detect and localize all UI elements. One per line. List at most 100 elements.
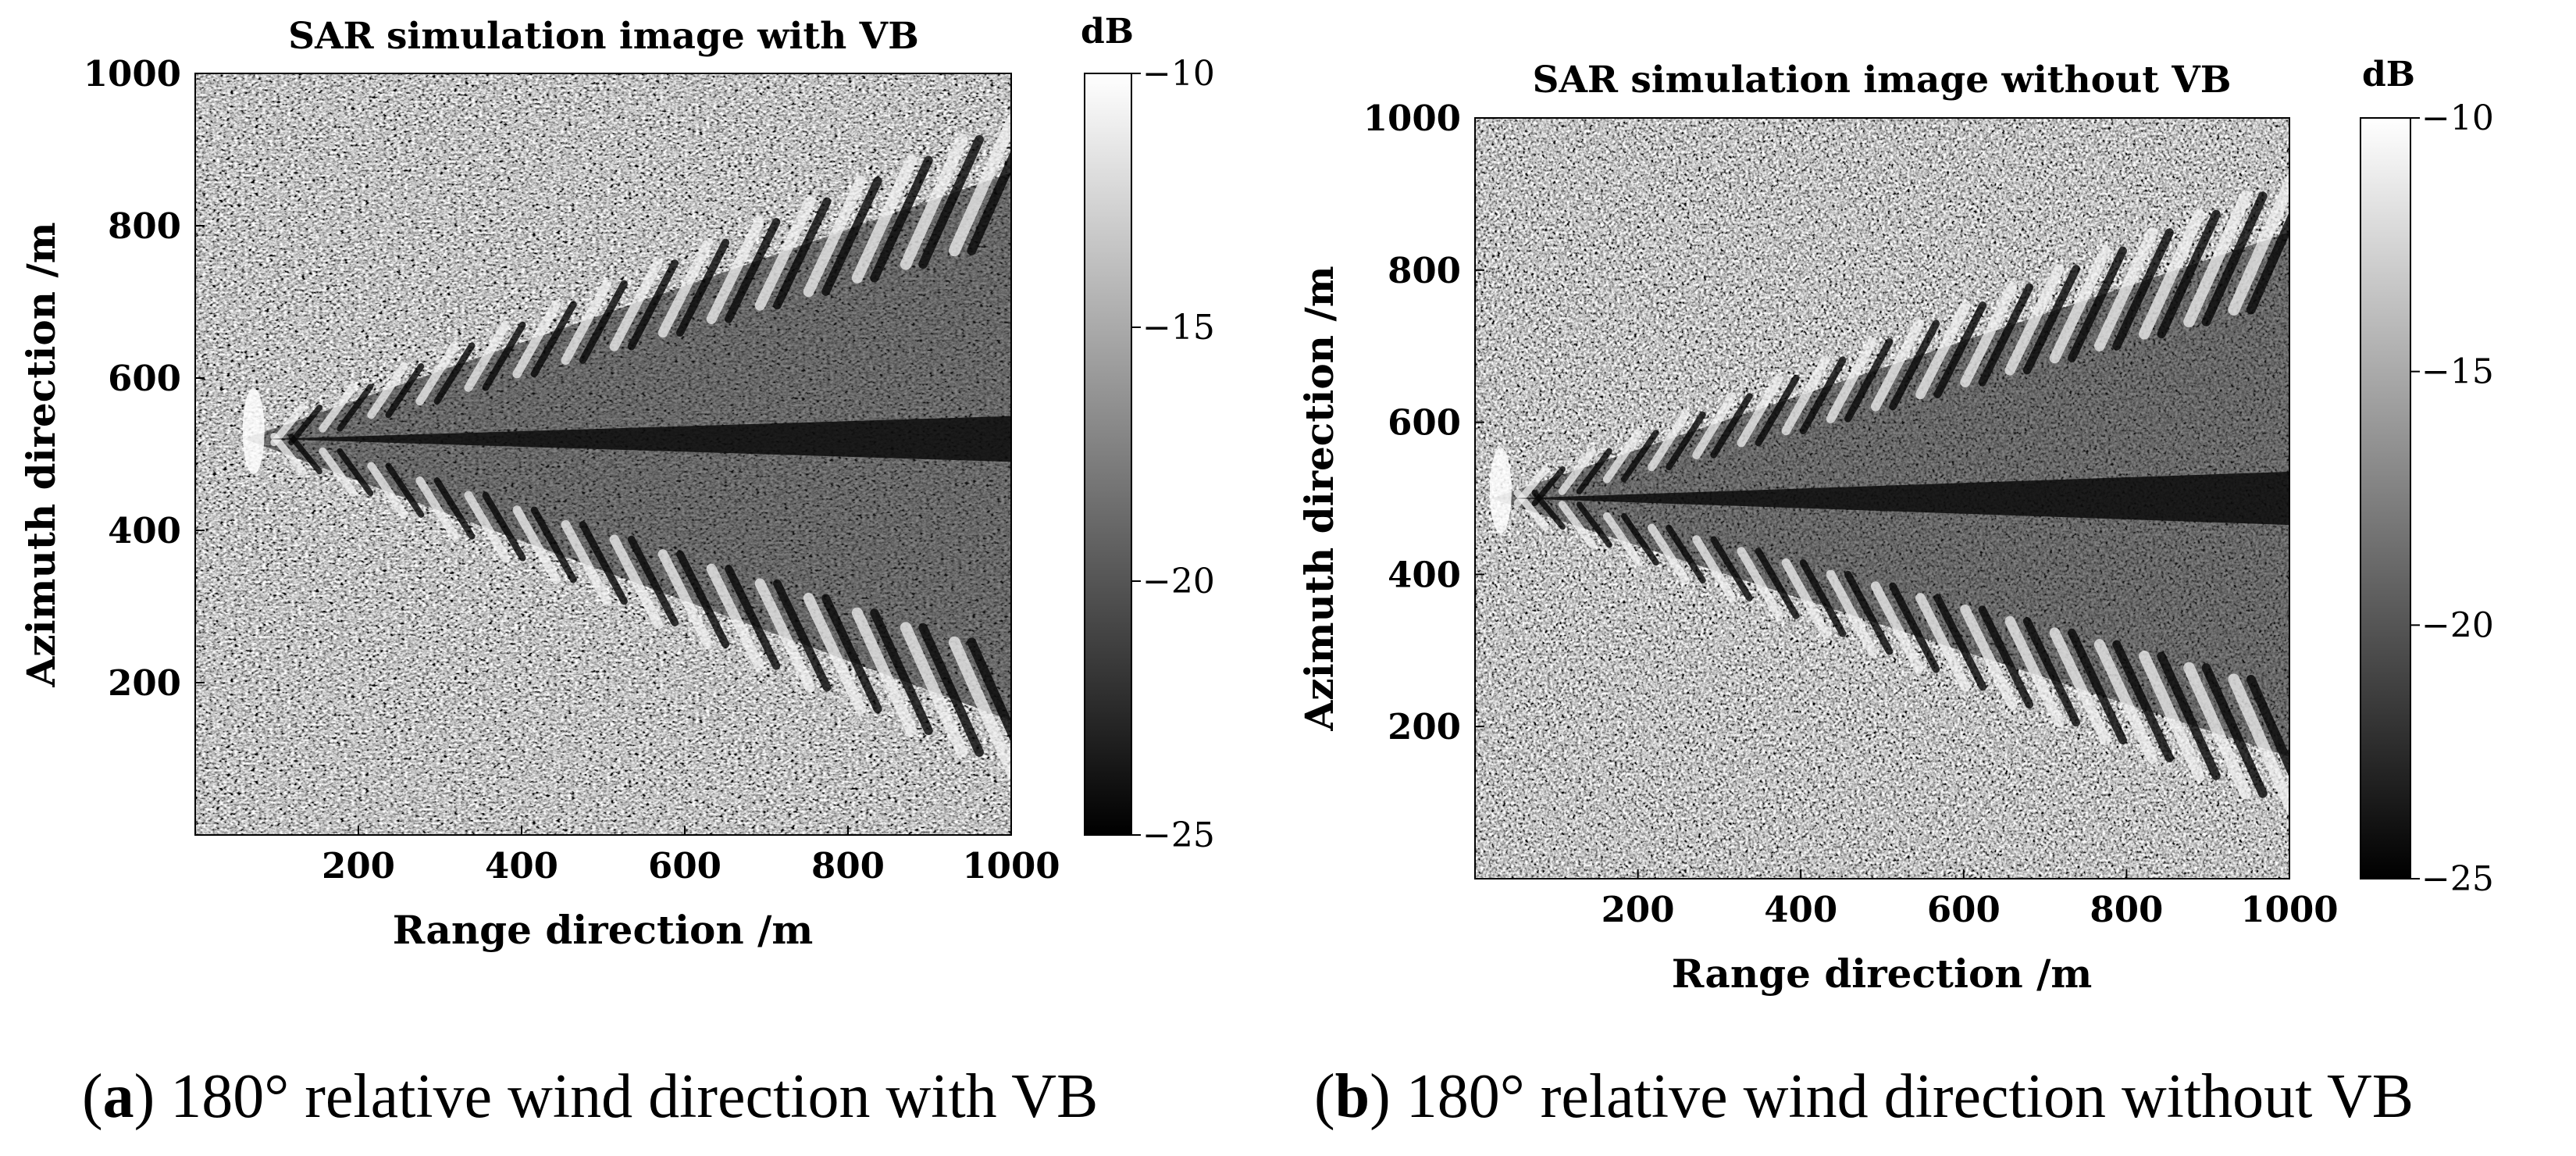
wake-trough xyxy=(1755,374,1800,447)
wake-crest xyxy=(2004,263,2065,376)
wake-crest xyxy=(2138,650,2205,782)
y-tick-label: 1000 xyxy=(84,53,181,95)
colorbar-tick-label: −20 xyxy=(1142,562,1215,601)
colorbar-gradient xyxy=(1084,73,1132,836)
wake-crest xyxy=(512,300,561,379)
wake-crest xyxy=(2138,209,2205,340)
wake-crest xyxy=(367,362,408,419)
plot-frame xyxy=(194,73,1012,836)
y-tick-label: 800 xyxy=(1388,250,1461,291)
wake-trough xyxy=(288,404,322,446)
wake-crest xyxy=(415,341,459,406)
wake-crest xyxy=(2049,245,2111,364)
wake-trough xyxy=(627,535,679,626)
wake-crest xyxy=(706,216,764,324)
wake-trough xyxy=(2157,209,2221,339)
wake-trough xyxy=(821,594,882,714)
panel-a: SAR simulation image with VB 200 400 600 80… xyxy=(18,12,1215,953)
wake-trough xyxy=(579,280,628,364)
wake-trough xyxy=(2201,191,2268,326)
colorbar-tick-label: −20 xyxy=(2421,605,2494,645)
wake-trough xyxy=(2201,663,2268,798)
wake-trough xyxy=(773,579,832,692)
wake-crest xyxy=(561,519,612,606)
wake-trough xyxy=(2246,674,2289,778)
wake-trough xyxy=(337,448,374,497)
caption-b: (b) 180° relative wind direction without… xyxy=(1314,1062,2414,1131)
wake-trough xyxy=(530,506,577,583)
wake-crest xyxy=(609,534,663,628)
x-tick-label: 600 xyxy=(648,845,721,887)
colorbar-unit: dB xyxy=(1081,12,1134,52)
wake-trough xyxy=(1620,430,1659,483)
wake-trough xyxy=(1978,283,2034,387)
wake-crest xyxy=(948,113,1011,257)
x-axis-label: Range direction /m xyxy=(393,907,814,953)
heatmap-image xyxy=(1475,118,2289,879)
x-tick-label: 400 xyxy=(1764,889,1837,930)
wake-crest xyxy=(803,593,866,715)
wake-crest xyxy=(1692,535,1737,603)
y-tick-label: 600 xyxy=(108,358,181,399)
wake-trough xyxy=(1799,356,1847,435)
wake-crest xyxy=(1870,319,1924,412)
wake-trough xyxy=(579,521,628,605)
wake-crest xyxy=(1648,523,1690,585)
y-tick-label: 800 xyxy=(108,205,181,247)
wake-crest xyxy=(464,491,510,562)
chart-title: SAR simulation image with VB xyxy=(288,15,919,58)
wake-apex xyxy=(242,388,265,474)
colorbar-tick-label: −25 xyxy=(2421,859,2494,899)
wake-crest xyxy=(2004,615,2065,728)
wake-crest xyxy=(657,237,714,338)
wake-trough xyxy=(870,608,933,736)
wake-trough xyxy=(288,434,322,475)
wake-trough xyxy=(337,384,374,432)
wake-crest xyxy=(948,636,1011,780)
wake-trough xyxy=(2068,628,2127,744)
wake-trough xyxy=(2022,617,2081,727)
wake-crest xyxy=(754,196,815,311)
wake-trough xyxy=(1889,582,1940,673)
wake-crest xyxy=(1960,282,2018,387)
wake-trough xyxy=(1844,570,1894,655)
y-tick-label: 200 xyxy=(1388,706,1461,747)
wake-trough xyxy=(918,134,984,269)
wake-trough xyxy=(627,259,679,351)
wake-crest xyxy=(609,258,663,351)
x-tick-label: 800 xyxy=(2090,889,2163,930)
wake-crest xyxy=(464,320,510,392)
wake-crest xyxy=(2183,662,2252,800)
axes: 200 400 600 800 1000 200 400 600 800 1000 xyxy=(1363,98,2339,930)
wake-trough xyxy=(2112,228,2174,351)
wake-trough xyxy=(1666,411,1706,471)
wake-crest xyxy=(1558,501,1596,549)
caption-a-label: a xyxy=(103,1062,134,1131)
wake-apex xyxy=(1489,448,1512,533)
wake-trough xyxy=(1576,448,1612,494)
wake-crest xyxy=(803,175,866,298)
y-tick-label: 600 xyxy=(1388,402,1461,444)
wake-crest xyxy=(1826,337,1877,423)
x-tick-label: 600 xyxy=(1927,889,2001,930)
wake-trough xyxy=(675,238,730,337)
colorbar-tick-label: −15 xyxy=(2421,352,2494,392)
wake-crest xyxy=(851,155,917,284)
wake-crest xyxy=(900,134,968,270)
wake-crest xyxy=(706,563,764,671)
wake-crest xyxy=(1781,355,1830,436)
wake-trough xyxy=(482,491,526,562)
wake-trough xyxy=(1844,337,1894,423)
x-axis-label: Range direction /m xyxy=(1672,951,2093,997)
x-tick-label: 200 xyxy=(322,845,395,887)
wake-trough xyxy=(1755,548,1800,619)
wake-trough xyxy=(433,477,476,540)
wake-crest xyxy=(1648,410,1690,472)
wake-trough xyxy=(1978,605,2034,709)
heatmap-image xyxy=(195,73,1011,835)
wake-crest xyxy=(1960,604,2018,710)
colorbar-tick-label: −15 xyxy=(1142,308,1215,348)
wake-pattern xyxy=(1489,173,2289,817)
wake-trough xyxy=(385,462,425,518)
x-tick-label: 200 xyxy=(1602,889,1675,930)
